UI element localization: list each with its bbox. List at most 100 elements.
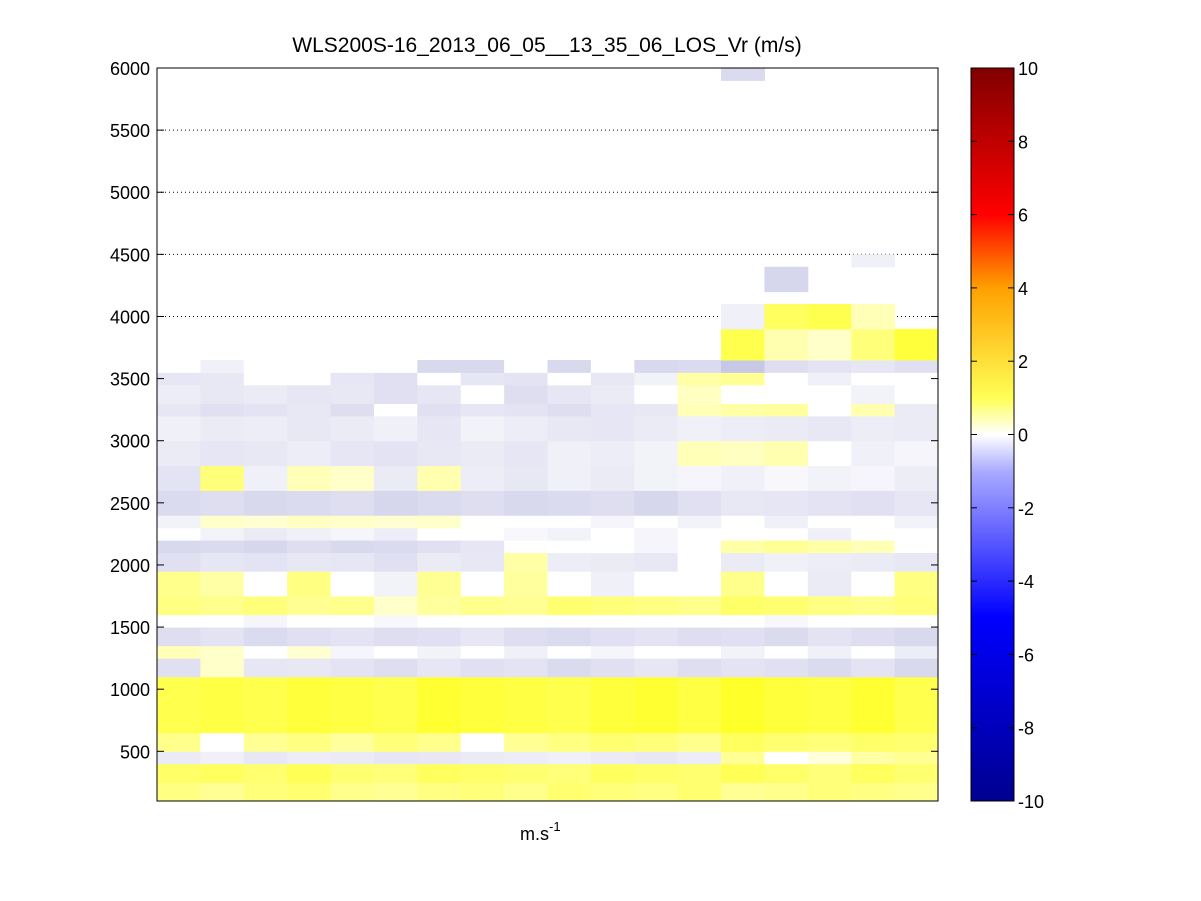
heatmap-cell	[460, 552, 505, 572]
heatmap-cell	[200, 540, 245, 554]
heatmap-cell	[504, 403, 548, 417]
heatmap-cell	[547, 540, 592, 554]
heatmap-cell	[547, 751, 592, 765]
heatmap-cell	[373, 527, 418, 541]
heatmap-cell	[894, 676, 939, 734]
heatmap-cell	[287, 658, 332, 678]
heatmap-cell	[157, 540, 201, 554]
heatmap-cell	[590, 359, 635, 373]
heatmap-cell	[200, 763, 245, 783]
heatmap-cell	[547, 627, 592, 647]
heatmap-cell	[807, 751, 852, 765]
heatmap-cell	[764, 763, 809, 783]
heatmap-cell	[287, 596, 332, 616]
heatmap-cell	[851, 527, 896, 541]
heatmap-cell	[460, 384, 505, 404]
heatmap-cell	[504, 415, 548, 442]
heatmap-cell	[721, 676, 765, 734]
heatmap-cell	[330, 440, 375, 467]
heatmap-cell	[677, 384, 722, 404]
colorbar-tick-label: -2	[1018, 499, 1034, 519]
heatmap-cell	[373, 490, 418, 516]
heatmap-cell	[677, 571, 722, 597]
heatmap-cell	[157, 515, 201, 529]
heatmap-cell	[547, 763, 592, 783]
heatmap-cell	[200, 596, 245, 616]
heatmap-cell	[373, 763, 418, 783]
heatmap-cell	[851, 782, 896, 802]
heatmap-cell	[851, 552, 896, 572]
heatmap-cell	[807, 732, 852, 752]
heatmap-cell	[894, 751, 939, 765]
heatmap-cell	[590, 645, 635, 659]
heatmap-cell	[460, 645, 505, 659]
heatmap-cell	[157, 571, 201, 597]
heatmap-cell	[721, 645, 765, 659]
heatmap-cell	[547, 658, 592, 678]
heatmap-cell	[287, 614, 332, 628]
heatmap-cell	[851, 465, 896, 491]
heatmap-cell	[243, 782, 288, 802]
heatmap-cell	[330, 627, 375, 647]
heatmap-cell	[807, 372, 852, 386]
heatmap-cell	[504, 490, 548, 516]
heatmap-cell	[373, 782, 418, 802]
colorbar-tick-label: -4	[1018, 572, 1034, 592]
heatmap-cell	[634, 527, 679, 541]
heatmap-cell	[287, 751, 332, 765]
heatmap-cell	[157, 782, 201, 802]
heatmap-cell	[243, 515, 288, 529]
y-tick-label: 1000	[110, 680, 150, 700]
heatmap-cell	[200, 440, 245, 467]
heatmap-cell	[460, 763, 505, 783]
heatmap-cell	[330, 658, 375, 678]
heatmap-cell	[894, 515, 939, 529]
heatmap-cell	[417, 645, 462, 659]
colorbar-tick-label: 0	[1018, 426, 1028, 446]
heatmap-cell	[504, 658, 548, 678]
heatmap-cell	[417, 782, 462, 802]
heatmap-cell	[547, 552, 592, 572]
heatmap-cell	[504, 440, 548, 467]
heatmap-cell	[373, 359, 418, 373]
y-tick-label: 500	[120, 742, 150, 762]
heatmap-cell	[634, 782, 679, 802]
heatmap-cell	[287, 465, 332, 491]
heatmap-cell	[243, 440, 288, 467]
heatmap-cell	[504, 359, 548, 373]
y-tick-label: 5000	[110, 183, 150, 203]
heatmap-cell	[417, 571, 462, 597]
heatmap-cell	[417, 515, 462, 529]
heatmap-cell	[721, 304, 765, 330]
heatmap-cell	[547, 732, 592, 752]
heatmap-cell	[807, 676, 852, 734]
heatmap-cell	[243, 403, 288, 417]
heatmap-cell	[764, 304, 809, 330]
heatmap-cell	[634, 751, 679, 765]
heatmap-cell	[894, 527, 939, 541]
heatmap-cell	[677, 372, 722, 386]
heatmap-cell	[764, 440, 809, 467]
heatmap-cell	[243, 732, 288, 752]
heatmap-cell	[547, 614, 592, 628]
heatmap-cell	[504, 515, 548, 529]
heatmap-cell	[590, 490, 635, 516]
heatmap-cell	[721, 465, 765, 491]
heatmap-cell	[894, 645, 939, 659]
heatmap-cell	[894, 596, 939, 616]
heatmap-cell	[721, 490, 765, 516]
heatmap-cell	[721, 403, 765, 417]
heatmap-cell	[330, 571, 375, 597]
heatmap-cell	[894, 732, 939, 752]
heatmap-cell	[243, 571, 288, 597]
heatmap-cell	[287, 440, 332, 467]
heatmap-cell	[460, 359, 505, 373]
heatmap-cell	[200, 676, 245, 734]
heatmap-cell	[764, 645, 809, 659]
heatmap-cell	[417, 627, 462, 647]
heatmap-cell	[807, 658, 852, 678]
heatmap-cell	[634, 676, 679, 734]
heatmap-cell	[764, 596, 809, 616]
heatmap-cell	[590, 403, 635, 417]
heatmap-cell	[373, 465, 418, 491]
